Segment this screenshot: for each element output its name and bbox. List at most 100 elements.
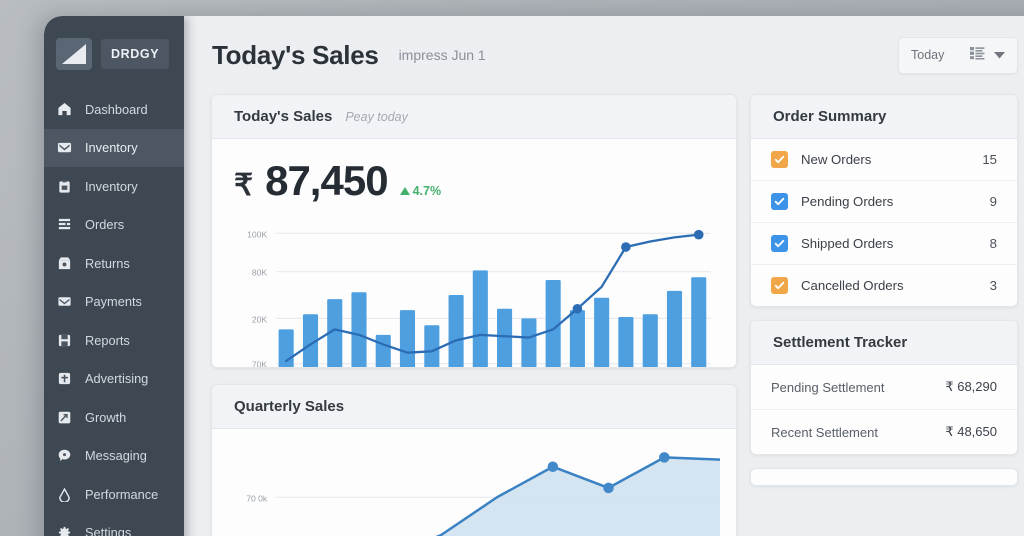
drop-icon xyxy=(56,486,73,503)
svg-text:80K: 80K xyxy=(252,268,268,278)
triangle-logo-icon xyxy=(56,38,92,70)
settlement-tracker-list: Pending Settlement ₹ 68,290 Recent Settlem… xyxy=(751,365,1017,454)
order-summary-title: Order Summary xyxy=(773,108,887,125)
home-icon xyxy=(56,101,73,118)
sidebar-item-label: Returns xyxy=(85,255,130,271)
left-column: Today's Sales Peay today ₹ 87,450 4.7% xyxy=(211,94,737,536)
svg-text:70K: 70K xyxy=(252,360,268,369)
main-content: Today's Sales impress Jun 1 Today xyxy=(184,16,1024,536)
dashboard-grid: Today's Sales Peay today ₹ 87,450 4.7% xyxy=(184,94,1024,536)
settlement-amount: ₹ 48,650 xyxy=(945,424,997,439)
sidebar-item-inventory[interactable]: Inventory xyxy=(44,128,184,167)
sidebar-item-label: Orders xyxy=(85,217,125,233)
todays-sales-chart[interactable]: 100K80K20K70K20k300k50k70k30k30k60k70k10… xyxy=(212,211,736,368)
sidebar-item-label: Payments xyxy=(85,294,142,310)
chevron-down-icon[interactable] xyxy=(994,46,1005,64)
order-summary-label: Cancelled Orders xyxy=(801,278,904,293)
gear-icon xyxy=(56,524,73,536)
order-summary-row[interactable]: New Orders 15 xyxy=(751,139,1017,180)
checkbox-checked-icon[interactable] xyxy=(771,151,788,168)
envelope-icon xyxy=(56,293,73,310)
settlement-label: Pending Settlement xyxy=(771,379,885,395)
list-icon xyxy=(56,216,73,233)
megaphone-icon xyxy=(56,370,73,387)
quarterly-sales-chart[interactable]: 70 0k xyxy=(212,429,736,536)
settlement-tracker-header: Settlement Tracker xyxy=(751,321,1017,365)
sidebar-item-inventory-2[interactable]: Inventory xyxy=(44,167,184,206)
order-summary-count: 9 xyxy=(989,194,997,209)
sidebar-item-returns[interactable]: Returns xyxy=(44,244,184,283)
sidebar-item-messaging[interactable]: Messaging xyxy=(44,437,184,476)
sidebar-item-label: Reports xyxy=(85,332,130,348)
todays-sales-card-title: Today's Sales xyxy=(234,108,333,125)
settlement-tracker-title: Settlement Tracker xyxy=(773,334,908,351)
order-summary-label: Shipped Orders xyxy=(801,236,894,251)
sidebar-item-settings[interactable]: Settings xyxy=(44,514,184,536)
sidebar-item-label: Advertising xyxy=(85,371,149,387)
brand-name: DRDGY xyxy=(101,39,170,69)
triangle-up-icon xyxy=(399,187,410,195)
page-subtitle: impress Jun 1 xyxy=(398,47,486,63)
svg-text:20K: 20K xyxy=(252,314,268,324)
order-summary-header: Order Summary xyxy=(751,95,1017,139)
sales-delta-badge: 4.7% xyxy=(399,184,442,198)
svg-text:100K: 100K xyxy=(247,229,267,239)
currency-symbol: ₹ xyxy=(234,169,254,202)
sidebar-item-label: Inventory xyxy=(85,140,138,156)
sidebar-item-label: Performance xyxy=(85,486,159,502)
brand[interactable]: DRDGY xyxy=(44,16,184,90)
sidebar-item-label: Growth xyxy=(85,409,127,425)
todays-sales-card-subtitle: Peay today xyxy=(345,110,408,124)
order-summary-list: New Orders 15 Pending Orders 9 Shipped Order… xyxy=(751,139,1017,306)
sidebar-item-label: Settings xyxy=(85,525,132,536)
sidebar-item-advertising[interactable]: Advertising xyxy=(44,360,184,399)
date-range-label: Today xyxy=(911,48,945,62)
checkbox-checked-icon[interactable] xyxy=(771,235,788,252)
sidebar-item-dashboard[interactable]: Dashboard xyxy=(44,90,184,129)
inbox-icon xyxy=(56,139,73,156)
order-summary-label: New Orders xyxy=(801,152,872,167)
checkbox-checked-icon[interactable] xyxy=(771,193,788,210)
sales-amount: 87,450 xyxy=(265,157,388,204)
quarterly-sales-card-title: Quarterly Sales xyxy=(234,398,345,416)
right-column: Order Summary New Orders 15 Pending Orders… xyxy=(750,94,1018,536)
sidebar-item-payments[interactable]: Payments xyxy=(44,283,184,322)
order-summary-count: 3 xyxy=(989,278,997,293)
sidebar-item-label: Messaging xyxy=(85,448,147,464)
order-summary-row[interactable]: Cancelled Orders 3 xyxy=(751,264,1017,306)
sidebar-item-orders[interactable]: Orders xyxy=(44,206,184,245)
todays-sales-card: Today's Sales Peay today ₹ 87,450 4.7% xyxy=(211,94,737,369)
settlement-amount: ₹ 68,290 xyxy=(945,379,997,394)
sidebar-item-growth[interactable]: Growth xyxy=(44,398,184,437)
settlement-label: Recent Settlement xyxy=(771,424,878,440)
todays-sales-figure: ₹ 87,450 4.7% xyxy=(212,139,736,211)
todays-sales-card-header: Today's Sales Peay today xyxy=(212,95,736,139)
save-disk-icon xyxy=(56,332,73,349)
sidebar-nav: Dashboard Inventory Inventory Orders Returns… xyxy=(44,90,184,536)
quarterly-sales-card-header: Quarterly Sales xyxy=(212,385,736,430)
app-window: DRDGY Dashboard Inventory Inventory Orders R… xyxy=(44,16,1024,536)
svg-text:70 0k: 70 0k xyxy=(246,494,268,504)
quarterly-sales-card: Quarterly Sales 70 0k xyxy=(211,384,737,536)
sidebar-item-label: Inventory xyxy=(85,178,138,194)
checkbox-checked-icon[interactable] xyxy=(771,277,788,294)
order-summary-label: Pending Orders xyxy=(801,194,894,209)
order-summary-row[interactable]: Shipped Orders 8 xyxy=(751,222,1017,264)
sidebar-item-label: Dashboard xyxy=(85,101,148,117)
date-range-picker[interactable]: Today xyxy=(898,36,1018,74)
sales-delta-value: 4.7% xyxy=(412,184,442,198)
order-summary-count: 8 xyxy=(989,236,997,251)
trending-up-icon xyxy=(56,409,73,426)
sidebar-item-performance[interactable]: Performance xyxy=(44,475,184,514)
settlement-row: Pending Settlement ₹ 68,290 xyxy=(751,365,1017,409)
clipboard-icon xyxy=(56,178,73,195)
return-box-icon xyxy=(56,255,73,272)
topbar: Today's Sales impress Jun 1 Today xyxy=(184,16,1024,94)
settlement-tracker-card: Settlement Tracker Pending Settlement ₹ 6… xyxy=(750,320,1018,455)
order-summary-count: 15 xyxy=(982,152,997,167)
sidebar: DRDGY Dashboard Inventory Inventory Orders R… xyxy=(44,16,184,536)
list-view-icon[interactable] xyxy=(970,46,985,65)
sidebar-item-reports[interactable]: Reports xyxy=(44,321,184,360)
page-title: Today's Sales xyxy=(212,39,379,70)
order-summary-row[interactable]: Pending Orders 9 xyxy=(751,180,1017,222)
